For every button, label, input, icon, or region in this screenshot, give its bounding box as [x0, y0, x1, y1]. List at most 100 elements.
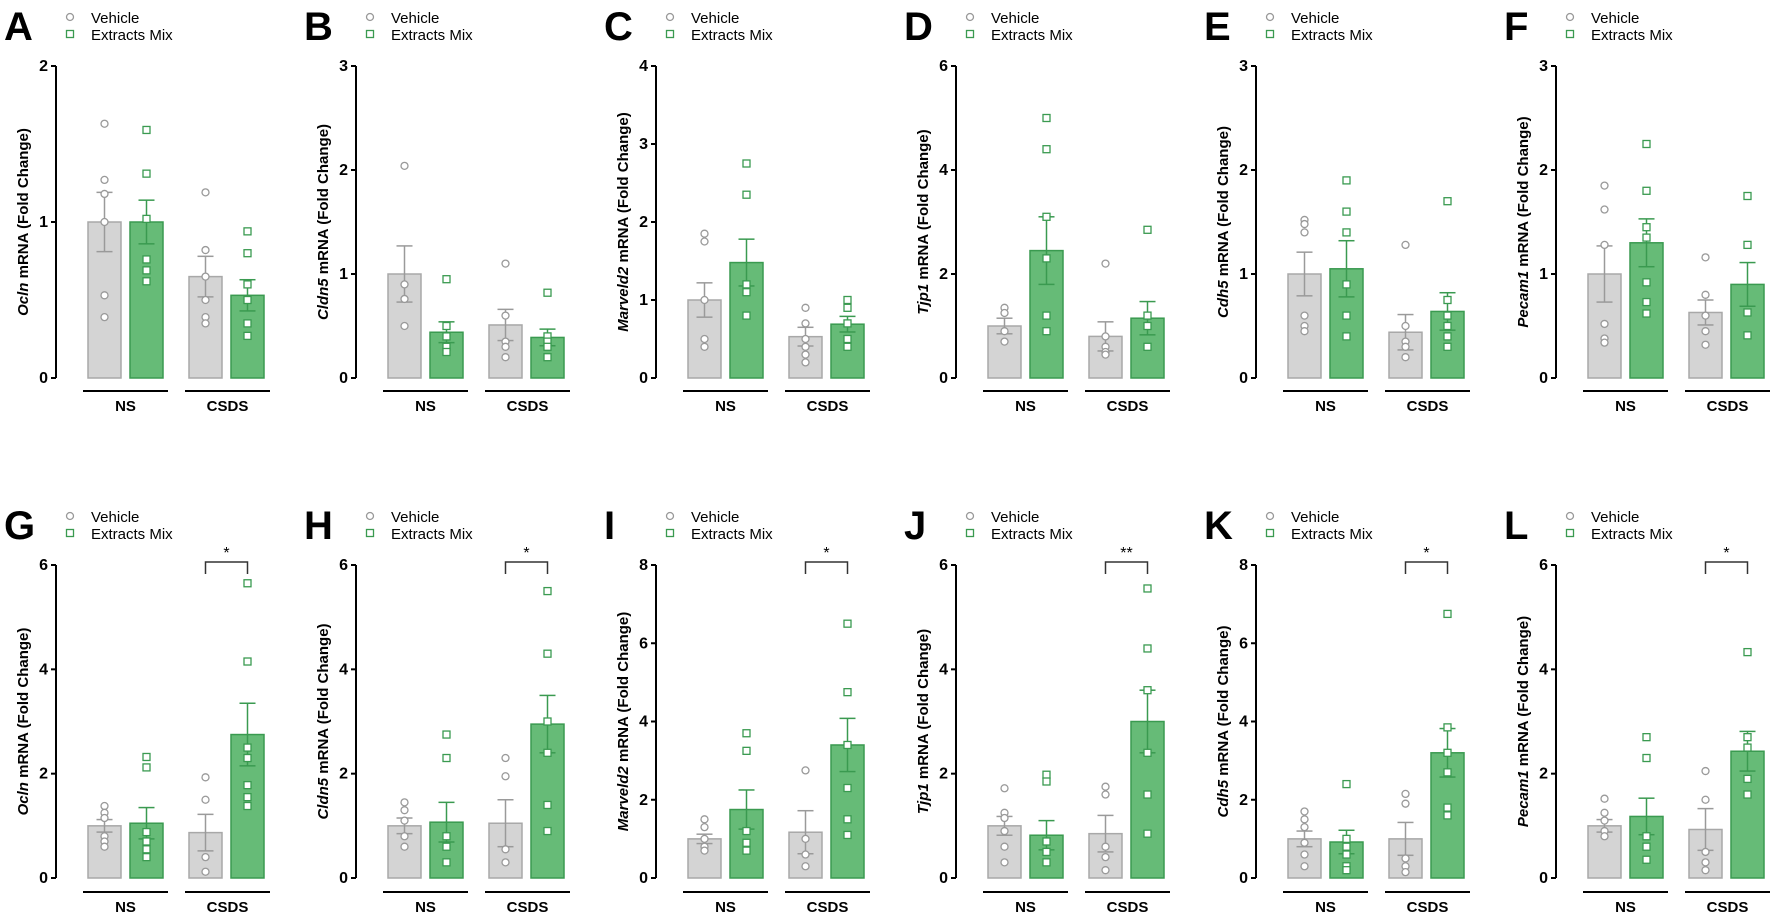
y-axis-label: Cdh5 mRNA (Fold Change)	[1215, 126, 1232, 318]
y-tick-label: 0	[1539, 870, 1548, 887]
y-tick-label: 2	[39, 58, 48, 75]
y-tick-label: 3	[1239, 58, 1248, 75]
legend-vehicle-label: Vehicle	[1291, 10, 1339, 27]
legend-vehicle-marker	[1565, 511, 1575, 521]
data-point-vehicle	[1300, 327, 1309, 336]
data-point-vehicle	[1101, 790, 1110, 799]
data-point-extracts-mix	[1042, 212, 1051, 221]
data-point-extracts-mix	[1743, 743, 1752, 752]
data-point-vehicle	[1101, 332, 1110, 341]
data-point-extracts-mix	[243, 579, 252, 588]
data-point-extracts-mix	[1443, 332, 1452, 341]
y-tick-label: 4	[939, 162, 948, 179]
legend-vehicle-marker	[665, 511, 675, 521]
data-point-extracts-mix	[843, 688, 852, 697]
panel-letter: E	[1204, 5, 1231, 49]
data-point-vehicle	[1600, 832, 1609, 841]
data-point-vehicle	[100, 189, 109, 199]
y-tick-label: 3	[1539, 58, 1548, 75]
group-label: NS	[1315, 398, 1336, 415]
y-tick-label: 6	[939, 557, 948, 574]
y-tick-label: 4	[339, 661, 348, 678]
legend-extract-label: Extracts Mix	[691, 526, 773, 543]
significance-bracket	[1104, 561, 1149, 574]
data-point-vehicle	[1701, 327, 1710, 336]
legend-vehicle-label: Vehicle	[991, 509, 1039, 526]
data-point-vehicle	[700, 237, 709, 246]
data-point-extracts-mix	[243, 780, 252, 790]
data-point-vehicle	[201, 795, 210, 804]
data-point-extracts-mix	[442, 842, 451, 851]
data-point-vehicle	[1300, 219, 1309, 229]
data-point-extracts-mix	[543, 748, 552, 757]
data-point-vehicle	[1300, 311, 1309, 320]
y-tick-label: 2	[939, 766, 948, 783]
legend-extract-label: Extracts Mix	[1291, 526, 1373, 543]
significance-marker: *	[1423, 545, 1429, 562]
data-point-extracts-mix	[1143, 686, 1152, 695]
data-point-extracts-mix	[742, 838, 751, 847]
data-point-extracts-mix	[1743, 774, 1752, 784]
y-axis-label: Pecam1 mRNA (Fold Change)	[1515, 616, 1532, 827]
group-label: CSDS	[807, 398, 849, 415]
data-point-vehicle	[700, 815, 709, 824]
data-point-vehicle	[1000, 826, 1009, 836]
data-point-vehicle	[1101, 259, 1110, 268]
data-point-extracts-mix	[1743, 790, 1752, 799]
data-point-extracts-mix	[742, 280, 751, 289]
y-axis-unit: mRNA (Fold Change)	[615, 112, 632, 266]
data-point-extracts-mix	[1143, 644, 1152, 653]
data-point-extracts-mix	[1042, 777, 1051, 786]
data-point-vehicle	[1701, 847, 1710, 857]
y-tick-label: 1	[1539, 266, 1548, 283]
y-tick-label: 2	[1239, 162, 1248, 179]
data-point-extracts-mix	[1642, 842, 1651, 851]
data-point-extracts-mix	[742, 311, 751, 320]
data-point-extracts-mix	[243, 743, 252, 752]
significance-bracket	[204, 561, 249, 574]
y-axis-label: Cldn5 mRNA (Fold Change)	[315, 124, 332, 320]
group-label: NS	[415, 899, 436, 914]
data-point-vehicle	[801, 319, 810, 328]
legend-extract-label: Extracts Mix	[1291, 27, 1373, 44]
y-axis-gene: Marveld2	[615, 766, 632, 832]
data-point-extracts-mix	[1443, 748, 1452, 757]
legend-extract-marker	[1565, 528, 1575, 538]
panel-letter: A	[4, 5, 33, 49]
data-point-vehicle	[1000, 308, 1009, 318]
data-point-extracts-mix	[742, 729, 751, 738]
data-point-extracts-mix	[142, 125, 151, 135]
data-point-extracts-mix	[843, 319, 852, 328]
legend-extract-marker	[665, 528, 675, 538]
data-point-vehicle	[1600, 808, 1609, 817]
data-point-vehicle	[1701, 866, 1710, 875]
data-point-vehicle	[501, 858, 510, 867]
y-axis-unit: mRNA (Fold Change)	[15, 128, 32, 282]
group-label: CSDS	[207, 899, 249, 914]
legend-vehicle-label: Vehicle	[1291, 509, 1339, 526]
data-point-extracts-mix	[243, 227, 252, 236]
y-axis-gene: Pecam1	[1515, 770, 1532, 827]
data-point-vehicle	[1000, 784, 1009, 793]
data-point-extracts-mix	[142, 752, 151, 762]
data-point-vehicle	[1701, 858, 1710, 867]
data-point-extracts-mix	[1143, 790, 1152, 799]
data-point-vehicle	[201, 867, 210, 876]
y-tick-label: 4	[1239, 714, 1248, 731]
data-point-vehicle	[1600, 338, 1609, 347]
legend-vehicle-label: Vehicle	[91, 10, 139, 27]
legend-extract-label: Extracts Mix	[691, 27, 773, 44]
data-point-extracts-mix	[1642, 223, 1651, 232]
data-point-extracts-mix	[1342, 176, 1351, 185]
y-tick-label: 0	[1239, 370, 1248, 387]
group-label: CSDS	[1107, 398, 1149, 415]
data-point-vehicle	[1101, 350, 1110, 359]
data-point-vehicle	[1401, 353, 1410, 362]
significance-marker: *	[523, 545, 529, 562]
legend-extract-label: Extracts Mix	[1591, 526, 1673, 543]
data-point-extracts-mix	[142, 255, 151, 264]
y-axis-unit: mRNA (Fold Change)	[1215, 126, 1232, 280]
